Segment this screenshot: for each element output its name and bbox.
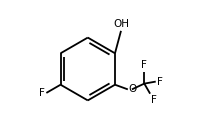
Text: F: F [151,95,157,105]
Text: OH: OH [114,19,130,29]
Text: F: F [141,60,147,70]
Text: F: F [39,88,45,98]
Text: O: O [128,84,136,94]
Text: F: F [157,77,163,87]
